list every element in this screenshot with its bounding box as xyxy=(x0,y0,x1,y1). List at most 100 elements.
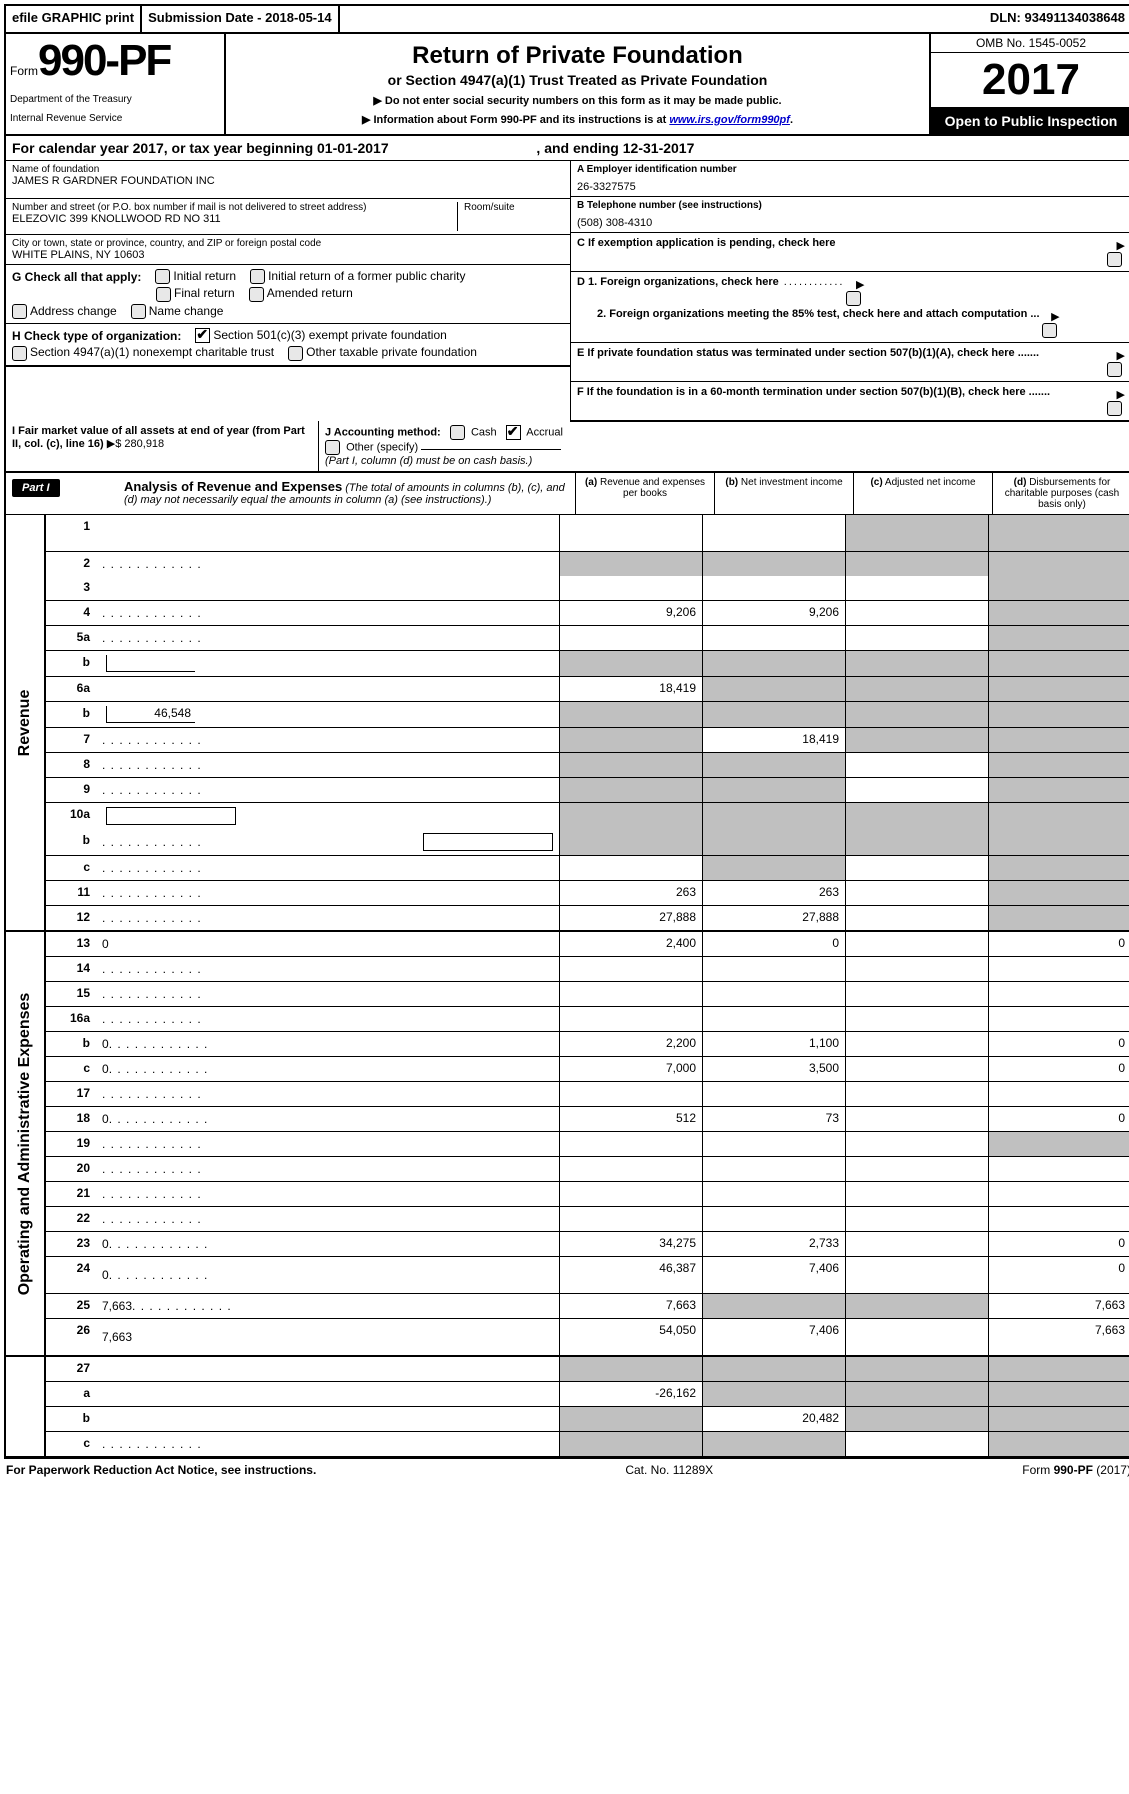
amt-b xyxy=(702,651,845,676)
bottom-block: 27a-26,162b20,482c xyxy=(6,1357,1129,1456)
f-checkbox[interactable] xyxy=(1107,401,1122,416)
amt-b xyxy=(702,1007,845,1031)
open-inspection: Open to Public Inspection xyxy=(931,108,1129,134)
j-cash-chk[interactable] xyxy=(450,425,465,440)
row-num: 9 xyxy=(46,778,96,802)
table-row: b02,2001,1000 xyxy=(46,1032,1129,1057)
amt-d xyxy=(988,515,1129,551)
table-row: 6a 18,419 xyxy=(46,677,1129,702)
g-opt-initial[interactable]: Initial return xyxy=(155,269,236,284)
efile-print[interactable]: efile GRAPHIC print xyxy=(6,6,142,32)
expenses-label: Operating and Administrative Expenses xyxy=(16,992,34,1295)
header-right: OMB No. 1545-0052 2017 Open to Public In… xyxy=(929,34,1129,134)
amt-a xyxy=(559,576,702,600)
amt-c xyxy=(845,982,988,1006)
expenses-block: Operating and Administrative Expenses 13… xyxy=(6,932,1129,1357)
submission-date: Submission Date - 2018-05-14 xyxy=(142,6,340,32)
amt-b: 27,888 xyxy=(702,906,845,930)
amt-d: 0 xyxy=(988,1032,1129,1056)
addr-label: Number and street (or P.O. box number if… xyxy=(12,202,457,213)
amt-a xyxy=(559,1207,702,1231)
amt-d xyxy=(988,651,1129,676)
amt-a xyxy=(559,515,702,551)
amt-c xyxy=(845,932,988,956)
h-opt-501c3[interactable]: Section 501(c)(3) exempt private foundat… xyxy=(195,328,446,343)
omb-number: OMB No. 1545-0052 xyxy=(931,34,1129,53)
table-row: 22 xyxy=(46,1207,1129,1232)
footer-mid: Cat. No. 11289X xyxy=(625,1463,713,1477)
amt-a: 54,050 xyxy=(559,1319,702,1355)
amt-b xyxy=(702,576,845,600)
amt-d xyxy=(988,728,1129,752)
cal-pre: For calendar year 2017, or tax year begi… xyxy=(12,140,317,156)
amt-a: 18,419 xyxy=(559,677,702,701)
info-left-col: Name of foundation JAMES R GARDNER FOUND… xyxy=(6,161,570,422)
amt-c xyxy=(845,515,988,551)
amt-b xyxy=(702,552,845,576)
d1-checkbox[interactable] xyxy=(846,291,861,306)
row-num: 20 xyxy=(46,1157,96,1181)
amt-d: 0 xyxy=(988,1057,1129,1081)
e-checkbox[interactable] xyxy=(1107,362,1122,377)
g-opt-final[interactable]: Final return xyxy=(156,286,235,301)
row-num: b xyxy=(46,1032,96,1056)
g-opt-address[interactable]: Address change xyxy=(12,304,117,319)
amt-c xyxy=(845,1082,988,1106)
amt-b xyxy=(702,1294,845,1318)
amt-d xyxy=(988,1357,1129,1381)
irs-link[interactable]: www.irs.gov/form990pf xyxy=(669,114,790,126)
tax-year: 2017 xyxy=(931,53,1129,108)
row-num: 6a xyxy=(46,677,96,701)
amt-a xyxy=(559,957,702,981)
table-row: 17 xyxy=(46,1082,1129,1107)
amt-a xyxy=(559,1157,702,1181)
amt-b: 18,419 xyxy=(702,728,845,752)
revenue-block: Revenue 12349,2069,2065ab 6a18,419b46,54… xyxy=(6,515,1129,932)
g-opt-initial-former[interactable]: Initial return of a former public charit… xyxy=(250,269,465,284)
j-accrual-chk[interactable] xyxy=(506,425,521,440)
amt-d xyxy=(988,982,1129,1006)
header-left: Form990-PF Department of the Treasury In… xyxy=(6,34,226,134)
table-row: 180512730 xyxy=(46,1107,1129,1132)
amt-d xyxy=(988,1007,1129,1031)
table-row: 19 xyxy=(46,1132,1129,1157)
g-opt-name[interactable]: Name change xyxy=(131,304,224,319)
col-d-hdr: (d) Disbursements for charitable purpose… xyxy=(992,473,1129,514)
c-checkbox[interactable] xyxy=(1107,252,1122,267)
part1-chip: Part I xyxy=(12,479,60,497)
amt-d xyxy=(988,906,1129,930)
row-desc xyxy=(96,982,559,1006)
c-row: C If exemption application is pending, c… xyxy=(571,233,1129,272)
part1-chip-cell: Part I xyxy=(6,473,118,514)
amt-b xyxy=(702,677,845,701)
row-num: 15 xyxy=(46,982,96,1006)
amt-c xyxy=(845,803,988,829)
h-opt-4947[interactable]: Section 4947(a)(1) nonexempt charitable … xyxy=(12,345,274,360)
row-desc xyxy=(96,1132,559,1156)
row-num: b xyxy=(46,1407,96,1431)
j-other-chk[interactable] xyxy=(325,440,340,455)
row-desc: 7,663 xyxy=(96,1319,559,1355)
amt-d xyxy=(988,702,1129,727)
amt-a xyxy=(559,552,702,576)
j-accrual: Accrual xyxy=(526,426,563,438)
notice-pre: ▶ Information about Form 990-PF and its … xyxy=(362,114,669,126)
calendar-year-row: For calendar year 2017, or tax year begi… xyxy=(4,136,1129,161)
g-opt-amended[interactable]: Amended return xyxy=(249,286,353,301)
city-label: City or town, state or province, country… xyxy=(12,238,564,249)
amt-c xyxy=(845,601,988,625)
amt-b xyxy=(702,515,845,551)
amt-d xyxy=(988,856,1129,880)
d2-checkbox[interactable] xyxy=(1042,323,1057,338)
bottom-side xyxy=(6,1357,46,1456)
part1-desc: Analysis of Revenue and Expenses (The to… xyxy=(118,473,575,514)
amt-d xyxy=(988,881,1129,905)
amt-b: 9,206 xyxy=(702,601,845,625)
table-row: b46,548 xyxy=(46,702,1129,728)
revenue-rows: 12349,2069,2065ab 6a18,419b46,548718,419… xyxy=(46,515,1129,930)
j-label: J Accounting method: xyxy=(325,426,441,438)
h-opt-other[interactable]: Other taxable private foundation xyxy=(288,345,477,360)
amt-b xyxy=(702,1207,845,1231)
amt-d xyxy=(988,1432,1129,1456)
table-row: 1227,88827,888 xyxy=(46,906,1129,930)
